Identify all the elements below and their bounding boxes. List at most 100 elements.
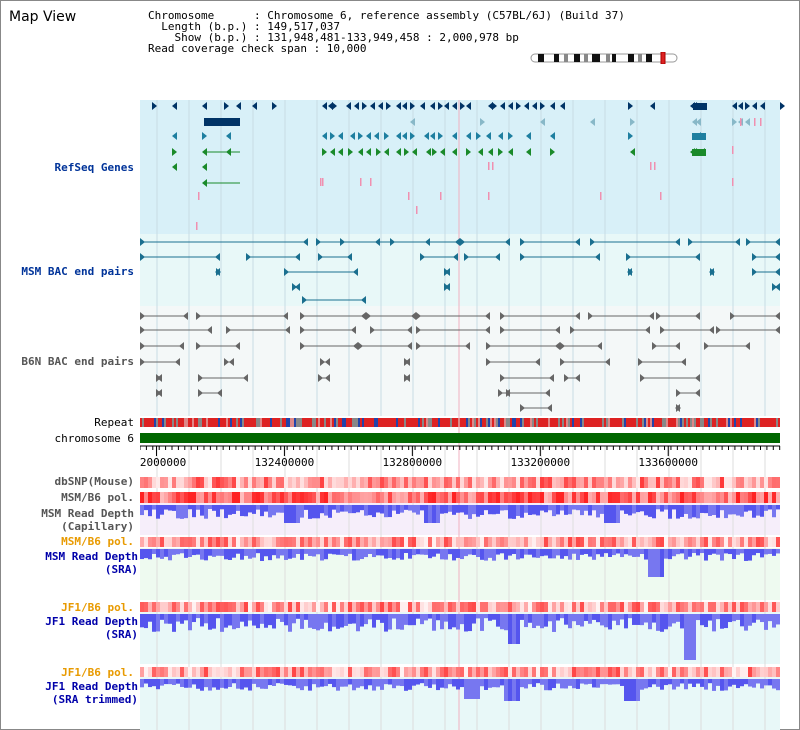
b6n-bac-pair-end — [226, 326, 231, 334]
msm-sra-depth-bar — [208, 549, 212, 556]
repeat-segment — [726, 418, 728, 427]
jf1-trim-depth-bar — [208, 679, 212, 691]
msm-sra-depth-bar — [380, 549, 384, 556]
jf1-b6-pol-heat-cell — [308, 602, 312, 612]
msm-b6-pol-heat-cell — [768, 492, 772, 503]
refseq-gene-arrow — [488, 148, 493, 156]
dbsnp-heat-cell — [580, 477, 584, 488]
msm-capillary-depth-bar — [544, 505, 548, 513]
msm-b6-pol-sra-heat-cell — [372, 537, 376, 547]
repeat-segment — [590, 418, 592, 427]
msm-bac-pair-end — [420, 253, 425, 261]
msm-sra-depth-bar — [384, 549, 388, 559]
repeat-segment — [724, 418, 726, 427]
repeat-segment — [552, 418, 554, 427]
jf1-sra-depth-bar — [240, 614, 244, 622]
chromosome-ideogram[interactable] — [530, 52, 680, 64]
chromosome-line: Chromosome : Chromosome 6, reference ass… — [148, 9, 625, 22]
msm-sra-depth-bar — [156, 549, 160, 558]
b6n-bac-pair-end — [140, 312, 145, 320]
msm-b6-pol-heat-cell — [240, 492, 244, 503]
refseq-snp-tick — [416, 206, 418, 214]
refseq-snp-tick — [488, 192, 490, 200]
b6n-bac-pair-end — [656, 312, 661, 320]
msm-sra-depth-bar — [620, 549, 624, 558]
msm-b6-pol-sra-heat-cell — [724, 537, 728, 547]
jf1-b6-pol-2-heat-cell — [224, 667, 228, 677]
jf1-trim-depth-bar — [192, 679, 196, 685]
msm-b6-pol-heat-cell — [760, 492, 764, 503]
repeat-segment — [180, 418, 182, 427]
msm-sra-depth-bar — [356, 549, 360, 561]
jf1-b6-pol-heat-cell — [472, 602, 476, 612]
msm-b6-pol-sra-heat-cell — [388, 537, 392, 547]
repeat-segment — [504, 418, 506, 427]
refseq-gene-arrow — [438, 132, 443, 140]
jf1-sra-depth-bar — [384, 614, 388, 632]
jf1-b6-pol-2-heat-cell — [360, 667, 364, 677]
msm-sra-depth-bar — [296, 549, 300, 554]
msm-sra-depth-bar — [612, 549, 616, 556]
msm-b6-pol-heat-cell — [176, 492, 180, 503]
msm-b6-pol-heat-cell — [472, 492, 476, 503]
msm-b6-pol-heat-cell — [204, 492, 208, 503]
repeat-segment — [440, 418, 442, 427]
msm-b6-pol-heat-cell — [484, 492, 488, 503]
jf1-b6-pol-heat-cell — [716, 602, 720, 612]
jf1-trim-depth-bar — [312, 679, 316, 685]
b6n-bac-pair-end — [575, 374, 580, 382]
dbsnp-heat-cell — [172, 477, 176, 488]
dbsnp-heat-cell — [144, 477, 148, 488]
msm-capillary-depth-bar — [660, 505, 664, 512]
msm-b6-pol-heat-cell — [368, 492, 372, 503]
jf1-b6-pol-heat-cell — [732, 602, 736, 612]
b6n-bac-pair-end — [217, 389, 222, 397]
jf1-sra-depth-bar — [264, 614, 268, 628]
jf1-sra-depth-bar — [740, 614, 744, 627]
refseq-snp-tick — [492, 162, 494, 170]
track-label-msm-bac[interactable]: MSM BAC end pairs — [21, 265, 134, 278]
jf1-b6-pol-heat-cell — [216, 602, 220, 612]
jf1-sra-depth-bar — [480, 614, 484, 631]
repeat-segment — [664, 418, 666, 427]
msm-bac-pair-end — [595, 253, 600, 261]
repeat-segment — [562, 418, 564, 427]
msm-capillary-depth-bar — [196, 505, 200, 510]
jf1-b6-pol-2-heat-cell — [292, 667, 296, 677]
jf1-b6-pol-2-heat-cell — [216, 667, 220, 677]
jf1-sra-depth-bar — [412, 614, 416, 626]
dbsnp-heat-cell — [180, 477, 184, 488]
msm-sra-depth-bar — [168, 549, 172, 561]
jf1-b6-pol-2-heat-cell — [184, 667, 188, 677]
msm-capillary-depth-bar — [596, 505, 600, 518]
repeat-segment — [366, 418, 368, 427]
genome-track-panel[interactable]: 1320000001324000001328000001332000001336… — [140, 0, 800, 730]
jf1-b6-pol-heat-cell — [232, 602, 236, 612]
msm-capillary-depth-bar — [480, 505, 484, 515]
repeat-segment — [424, 418, 426, 427]
jf1-b6-pol-heat-cell — [624, 602, 628, 612]
b6n-bac-pair-end — [465, 342, 470, 350]
jf1-sra-depth-bar — [252, 614, 256, 626]
repeat-segment — [222, 418, 224, 427]
repeat-segment — [220, 418, 222, 427]
track-label-refseq[interactable]: RefSeq Genes — [54, 161, 134, 174]
jf1-b6-pol-heat-cell — [448, 602, 452, 612]
jf1-sra-depth-bar — [612, 614, 616, 621]
dbsnp-heat-cell — [504, 477, 508, 488]
jf1-trim-depth-bar — [716, 679, 720, 686]
jf1-b6-pol-heat-cell — [380, 602, 384, 612]
msm-b6-pol-heat-cell — [692, 492, 696, 503]
repeat-segment — [174, 418, 176, 427]
msm-sra-depth-bar — [504, 549, 508, 560]
repeat-segment — [284, 418, 286, 427]
jf1-b6-pol-2-heat-cell — [168, 667, 172, 677]
track-label-b6n-bac[interactable]: B6N BAC end pairs — [21, 355, 134, 368]
jf1-b6-pol-heat-cell — [452, 602, 456, 612]
jf1-b6-pol-heat-cell — [336, 602, 340, 612]
jf1-b6-pol-heat-cell — [744, 602, 748, 612]
msm-sra-depth-bar — [256, 549, 260, 554]
jf1-trim-depth-bar — [272, 679, 276, 686]
jf1-sra-depth-bar — [440, 614, 444, 630]
jf1-b6-pol-2-heat-cell — [668, 667, 672, 677]
